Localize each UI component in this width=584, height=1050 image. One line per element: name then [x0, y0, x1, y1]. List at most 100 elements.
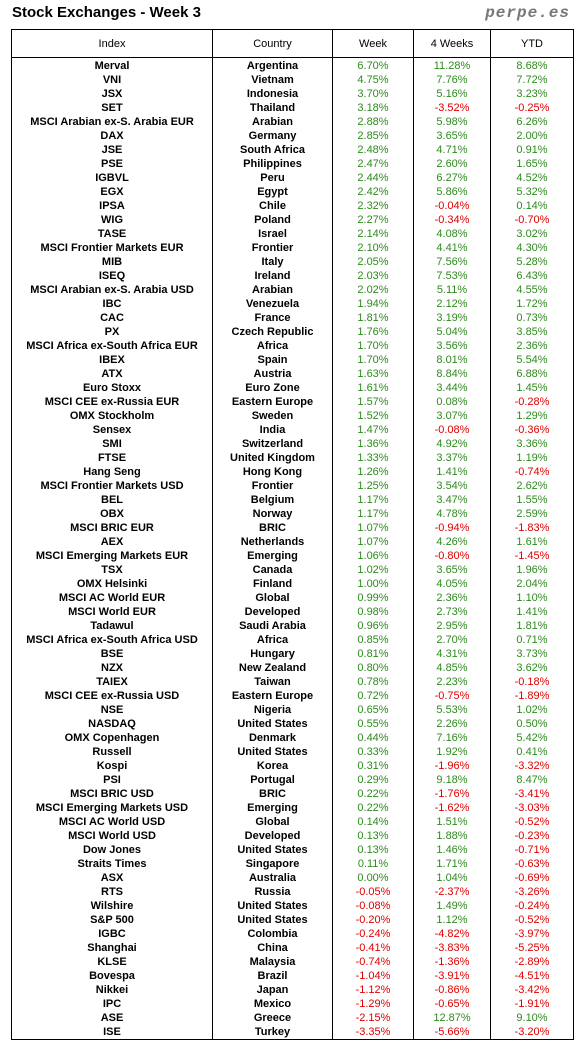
country-name: Singapore	[212, 857, 333, 871]
return-value: 0.08%	[413, 395, 491, 409]
return-value: -3.35%	[332, 1025, 414, 1040]
return-value: 0.41%	[490, 745, 574, 759]
column-header: Country	[212, 29, 333, 58]
table-row: PX Czech Republic 1.76% 5.04% 3.85%	[11, 325, 574, 339]
index-name: CAC	[11, 311, 213, 325]
return-value: -0.74%	[332, 955, 414, 969]
index-name: ATX	[11, 367, 213, 381]
return-value: 0.91%	[490, 143, 574, 157]
country-name: Denmark	[212, 731, 333, 745]
table-row: Bovespa Brazil -1.04% -3.91% -4.51%	[11, 969, 574, 983]
index-name: IPSA	[11, 199, 213, 213]
index-name: OBX	[11, 507, 213, 521]
return-value: 7.53%	[413, 269, 491, 283]
table-row: S&P 500 United States -0.20% 1.12% -0.52%	[11, 913, 574, 927]
country-name: Eastern Europe	[212, 395, 333, 409]
return-value: 2.23%	[413, 675, 491, 689]
return-value: -3.20%	[490, 1025, 574, 1040]
return-value: 3.23%	[490, 87, 574, 101]
table-row: WIG Poland 2.27% -0.34% -0.70%	[11, 213, 574, 227]
return-value: 4.92%	[413, 437, 491, 451]
return-value: 4.05%	[413, 577, 491, 591]
return-value: 0.33%	[332, 745, 414, 759]
column-header: Week	[332, 29, 414, 58]
table-row: OMX Stockholm Sweden 1.52% 3.07% 1.29%	[11, 409, 574, 423]
return-value: 0.96%	[332, 619, 414, 633]
country-name: Russia	[212, 885, 333, 899]
return-value: -3.41%	[490, 787, 574, 801]
return-value: 3.54%	[413, 479, 491, 493]
return-value: -0.34%	[413, 213, 491, 227]
return-value: 4.30%	[490, 241, 574, 255]
index-name: TAIEX	[11, 675, 213, 689]
country-name: Arabian	[212, 115, 333, 129]
column-header: 4 Weeks	[413, 29, 491, 58]
return-value: 8.47%	[490, 773, 574, 787]
country-name: Norway	[212, 507, 333, 521]
return-value: 3.65%	[413, 129, 491, 143]
return-value: 3.62%	[490, 661, 574, 675]
index-name: IBC	[11, 297, 213, 311]
table-row: Hang Seng Hong Kong 1.26% 1.41% -0.74%	[11, 465, 574, 479]
return-value: 0.00%	[332, 871, 414, 885]
return-value: 2.62%	[490, 479, 574, 493]
table-row: Wilshire United States -0.08% 1.49% -0.24%	[11, 899, 574, 913]
return-value: -0.08%	[332, 899, 414, 913]
return-value: 7.72%	[490, 73, 574, 87]
return-value: -0.52%	[490, 815, 574, 829]
index-name: IGBVL	[11, 171, 213, 185]
country-name: Austria	[212, 367, 333, 381]
country-name: Global	[212, 815, 333, 829]
country-name: Egypt	[212, 185, 333, 199]
return-value: -0.18%	[490, 675, 574, 689]
table-row: VNI Vietnam 4.75% 7.76% 7.72%	[11, 73, 574, 87]
return-value: 2.47%	[332, 157, 414, 171]
return-value: 4.52%	[490, 171, 574, 185]
index-name: NSE	[11, 703, 213, 717]
index-name: MSCI Frontier Markets EUR	[11, 241, 213, 255]
country-name: Finland	[212, 577, 333, 591]
return-value: -0.94%	[413, 521, 491, 535]
return-value: 3.44%	[413, 381, 491, 395]
return-value: 3.56%	[413, 339, 491, 353]
country-name: Vietnam	[212, 73, 333, 87]
country-name: Czech Republic	[212, 325, 333, 339]
index-name: MSCI AC World EUR	[11, 591, 213, 605]
return-value: 1.81%	[332, 311, 414, 325]
country-name: Germany	[212, 129, 333, 143]
return-value: 5.11%	[413, 283, 491, 297]
country-name: Sweden	[212, 409, 333, 423]
table-row: RTS Russia -0.05% -2.37% -3.26%	[11, 885, 574, 899]
index-name: KLSE	[11, 955, 213, 969]
index-name: DAX	[11, 129, 213, 143]
return-value: 3.70%	[332, 87, 414, 101]
return-value: -1.12%	[332, 983, 414, 997]
table-row: Dow Jones United States 0.13% 1.46% -0.71%	[11, 843, 574, 857]
table-row: DAX Germany 2.85% 3.65% 2.00%	[11, 129, 574, 143]
return-value: 4.08%	[413, 227, 491, 241]
return-value: 1.76%	[332, 325, 414, 339]
table-row: Shanghai China -0.41% -3.83% -5.25%	[11, 941, 574, 955]
index-name: IPC	[11, 997, 213, 1011]
return-value: 5.28%	[490, 255, 574, 269]
return-value: -0.41%	[332, 941, 414, 955]
country-name: Saudi Arabia	[212, 619, 333, 633]
table-row: TASE Israel 2.14% 4.08% 3.02%	[11, 227, 574, 241]
return-value: 1.10%	[490, 591, 574, 605]
return-value: -3.42%	[490, 983, 574, 997]
return-value: 2.02%	[332, 283, 414, 297]
country-name: Australia	[212, 871, 333, 885]
return-value: 1.02%	[332, 563, 414, 577]
country-name: Frontier	[212, 241, 333, 255]
country-name: Spain	[212, 353, 333, 367]
return-value: 2.10%	[332, 241, 414, 255]
index-name: TASE	[11, 227, 213, 241]
return-value: 0.73%	[490, 311, 574, 325]
country-name: Mexico	[212, 997, 333, 1011]
return-value: 0.14%	[490, 199, 574, 213]
return-value: -5.25%	[490, 941, 574, 955]
table-row: ASX Australia 0.00% 1.04% -0.69%	[11, 871, 574, 885]
return-value: 11.28%	[413, 57, 491, 73]
return-value: 4.75%	[332, 73, 414, 87]
return-value: 1.46%	[413, 843, 491, 857]
